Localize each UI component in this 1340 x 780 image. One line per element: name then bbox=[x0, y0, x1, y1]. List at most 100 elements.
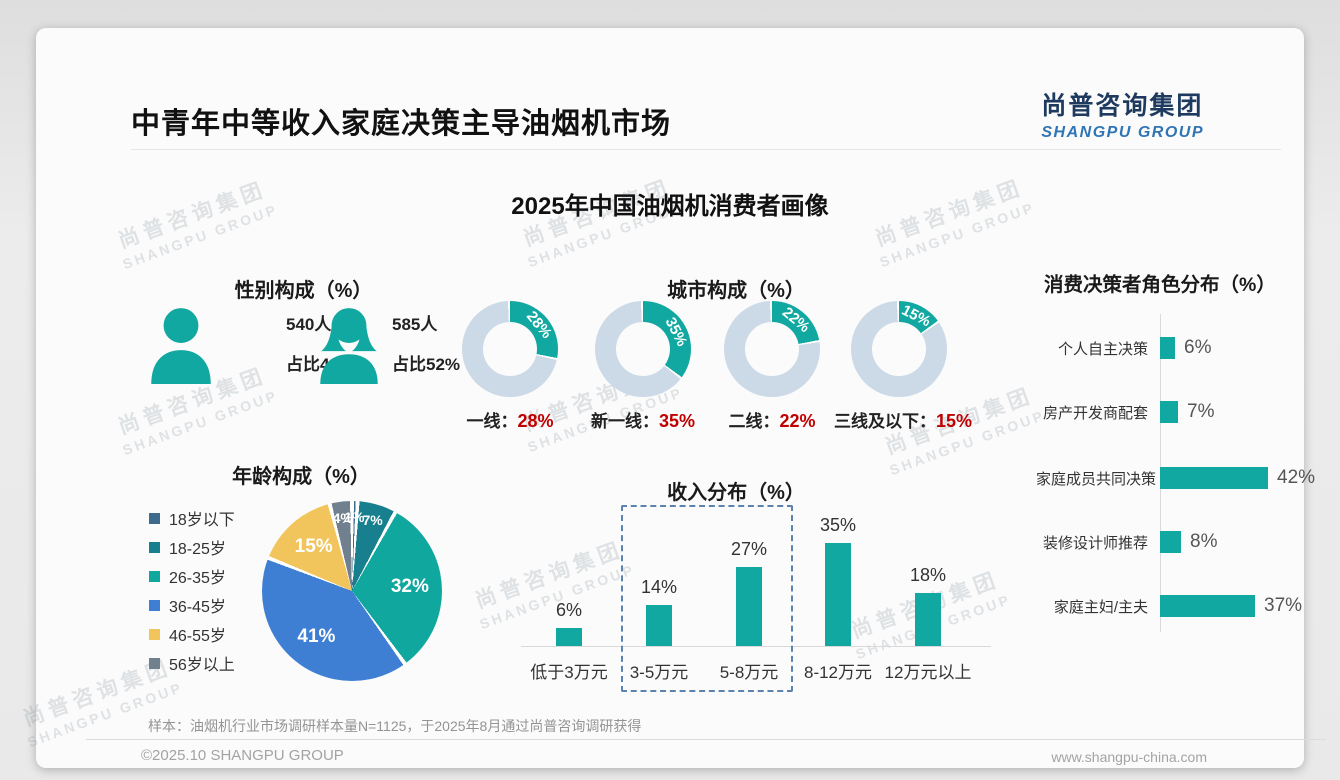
city-donut: 22% bbox=[724, 301, 820, 397]
legend-item: 36-45岁 bbox=[149, 597, 235, 616]
donut-caption: 一线：28% bbox=[445, 407, 575, 432]
age-pie-chart: 1% 7% 32% 41% 15% 4% bbox=[262, 501, 442, 681]
city-donut: 15% bbox=[851, 301, 947, 397]
decision-bar bbox=[1160, 337, 1175, 359]
page-title: 中青年中等收入家庭决策主导油烟机市场 bbox=[131, 108, 672, 140]
legend-item: 46-55岁 bbox=[149, 626, 235, 645]
legend-swatch bbox=[149, 628, 160, 640]
decision-value-label: 7% bbox=[1187, 401, 1215, 422]
company-logo: 尚普咨询集团 SHANGPU GROUP bbox=[1041, 86, 1204, 142]
decision-category-label: 家庭主妇/主夫 bbox=[1053, 598, 1148, 616]
income-value-label: 18% bbox=[909, 565, 947, 585]
female-icon bbox=[317, 304, 381, 389]
pie-value-label: 32% bbox=[390, 576, 429, 598]
logo-chinese-name: 尚普咨询集团 bbox=[1041, 92, 1204, 120]
donut-value-text: 35% bbox=[658, 411, 696, 431]
legend-swatch bbox=[149, 512, 160, 524]
male-icon bbox=[149, 304, 213, 389]
income-value-label: 27% bbox=[730, 539, 768, 559]
legend-item: 56岁以上 bbox=[149, 655, 235, 674]
logo-english-name: SHANGPU GROUP bbox=[1041, 124, 1204, 141]
legend-item: 26-35岁 bbox=[149, 568, 235, 587]
donut-value-label: 28% bbox=[522, 308, 555, 343]
decision-bar-row: 家庭主妇/主夫 37% bbox=[1036, 594, 1302, 618]
income-bar bbox=[556, 628, 582, 646]
female-share: 占比52% bbox=[392, 355, 461, 374]
donut-category-label: 新一线： bbox=[590, 412, 659, 431]
income-value-label: 35% bbox=[819, 515, 857, 535]
donut-unit: 35% 新一线：35% bbox=[578, 301, 708, 432]
income-chart-axis bbox=[521, 646, 991, 647]
legend-swatch bbox=[149, 541, 160, 553]
pie-value-label: 7% bbox=[362, 511, 383, 528]
gender-section-title: 性别构成（%） bbox=[234, 280, 373, 302]
copyright-text: ©2025.10 SHANGPU GROUP bbox=[141, 747, 344, 764]
donut-category-label: 三线及以下： bbox=[834, 412, 936, 431]
income-value-label: 6% bbox=[555, 600, 583, 620]
donut-value-text: 28% bbox=[517, 411, 554, 431]
legend-item: 18岁以下 bbox=[149, 510, 235, 529]
decision-section-title: 消费决策者角色分布（%） bbox=[1044, 274, 1276, 296]
income-bar bbox=[736, 567, 762, 646]
income-category-label: 3-5万元 bbox=[629, 663, 689, 682]
legend-label: 18-25岁 bbox=[169, 541, 226, 558]
donut-category-label: 一线： bbox=[466, 412, 518, 431]
donut-value-label: 35% bbox=[661, 314, 691, 350]
income-bar-chart: 6% 低于3万元 14% 3-5万元 27% 5-8万元 35% 8-12万元 18% 12万元以… bbox=[506, 488, 991, 703]
decision-value-label: 42% bbox=[1277, 467, 1316, 488]
website-url: www.shangpu-china.com bbox=[1051, 749, 1207, 765]
decision-category-label: 家庭成员共同决策 bbox=[1036, 470, 1157, 488]
decision-bar-row: 家庭成员共同决策 42% bbox=[1036, 466, 1315, 490]
decision-category-label: 装修设计师推荐 bbox=[1042, 534, 1148, 552]
donut-unit: 22% 二线：22% bbox=[707, 301, 837, 432]
city-donut: 35% bbox=[595, 301, 691, 397]
income-category-label: 12万元以上 bbox=[884, 663, 972, 682]
donut-unit: 15% 三线及以下：15% bbox=[834, 301, 972, 432]
infographic-title: 2025年中国油烟机消费者画像 bbox=[511, 193, 829, 220]
donut-category-label: 二线： bbox=[728, 412, 780, 431]
decision-category-label: 个人自主决策 bbox=[1057, 340, 1148, 358]
pie-value-label: 4% bbox=[332, 509, 353, 526]
decision-category-label: 房产开发商配套 bbox=[1042, 404, 1148, 422]
income-category-label: 8-12万元 bbox=[803, 663, 873, 682]
income-bar bbox=[915, 593, 941, 646]
income-value-label: 14% bbox=[640, 577, 678, 597]
decision-bar bbox=[1160, 401, 1178, 423]
decision-bar-row: 房产开发商配套 7% bbox=[1036, 400, 1214, 424]
income-bar bbox=[825, 543, 851, 646]
watermark-line2: SHANGPU GROUP bbox=[120, 386, 281, 459]
donut-value-label: 15% bbox=[898, 301, 934, 331]
decision-value-label: 6% bbox=[1184, 337, 1212, 358]
decision-value-label: 8% bbox=[1190, 531, 1218, 552]
decision-bar-row: 装修设计师推荐 8% bbox=[1036, 530, 1217, 554]
donut-caption: 二线：22% bbox=[707, 407, 837, 432]
legend-label: 56岁以上 bbox=[169, 657, 235, 674]
income-bar bbox=[646, 605, 672, 646]
legend-label: 26-35岁 bbox=[169, 570, 226, 587]
header-divider bbox=[131, 149, 1281, 150]
income-section-title: 收入分布（%） bbox=[667, 482, 805, 504]
male-count: 540人 bbox=[286, 315, 332, 334]
legend-item: 18-25岁 bbox=[149, 539, 235, 558]
decision-bar-row: 个人自主决策 6% bbox=[1036, 336, 1211, 360]
donut-value-label: 22% bbox=[778, 304, 813, 337]
sample-note: 样本：油烟机行业市场调研样本量N=1125，于2025年8月通过尚普咨询调研获得 bbox=[148, 718, 642, 734]
legend-label: 18岁以下 bbox=[169, 512, 235, 529]
pie-value-label: 15% bbox=[294, 536, 333, 558]
decision-value-label: 37% bbox=[1264, 595, 1303, 616]
decision-bar bbox=[1160, 595, 1255, 617]
legend-swatch bbox=[149, 599, 160, 611]
footer-divider bbox=[86, 739, 1326, 740]
female-count: 585人 bbox=[392, 315, 438, 334]
income-category-label: 低于3万元 bbox=[530, 663, 608, 682]
donut-unit: 28% 一线：28% bbox=[445, 301, 575, 432]
pie-value-label: 1% bbox=[344, 509, 365, 526]
decision-bar bbox=[1160, 531, 1181, 553]
donut-caption: 新一线：35% bbox=[578, 407, 708, 432]
donut-value-text: 22% bbox=[779, 411, 816, 431]
city-donut: 28% bbox=[462, 301, 558, 397]
legend-swatch bbox=[149, 657, 160, 669]
female-stats: 585人 占比52% bbox=[392, 310, 460, 375]
pie-value-label: 41% bbox=[297, 625, 336, 647]
income-category-label: 5-8万元 bbox=[719, 663, 779, 682]
